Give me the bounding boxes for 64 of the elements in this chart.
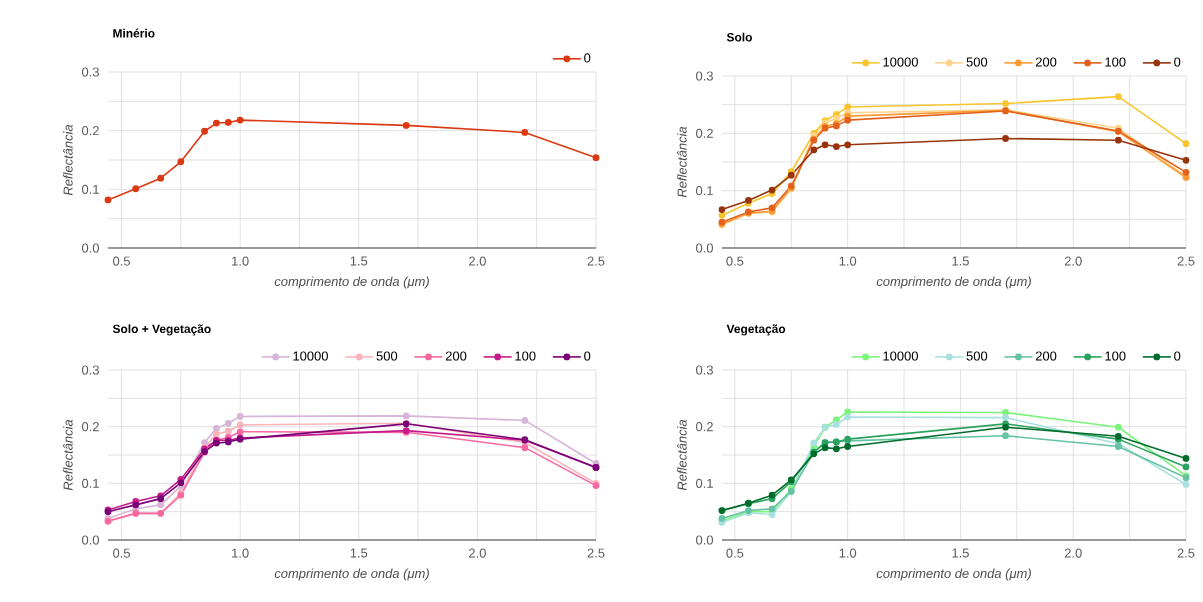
legend-label: 500 xyxy=(376,351,398,361)
x-tick-label: 2.5 xyxy=(587,256,605,266)
chart-title: Vegetação xyxy=(726,324,786,336)
x-tick-label: 2.5 xyxy=(587,548,605,558)
x-tick-label: 0.5 xyxy=(113,256,130,266)
x-axis-title: comprimento de onda (μm) xyxy=(876,276,1031,289)
y-tick-label: 0.0 xyxy=(696,535,714,545)
legend-label: 0 xyxy=(584,351,591,361)
y-tick-label: 0.3 xyxy=(82,67,99,77)
x-tick-label: 1.5 xyxy=(952,256,969,266)
legend-label: 100 xyxy=(1105,57,1126,67)
chart-title: Minério xyxy=(113,28,155,38)
x-tick-label: 2.5 xyxy=(1177,256,1195,266)
y-tick-label: 0.2 xyxy=(696,128,713,138)
y-axis-title: Reflectância xyxy=(63,419,73,491)
x-tick-label: 1.0 xyxy=(839,548,857,558)
x-tick-label: 2.5 xyxy=(1177,548,1195,558)
y-tick-label: 0.0 xyxy=(82,535,99,545)
legend-label: 500 xyxy=(966,57,988,67)
y-tick-label: 0.1 xyxy=(696,478,713,488)
x-axis-title: comprimento de onda (μm) xyxy=(274,276,429,289)
legend-label: 200 xyxy=(445,351,467,361)
legend-label: 100 xyxy=(1105,351,1126,361)
x-tick-label: 0.5 xyxy=(113,548,130,558)
legend-label: 0 xyxy=(1174,57,1181,67)
legend-label: 100 xyxy=(515,351,536,361)
y-tick-label: 0.3 xyxy=(82,365,99,375)
legend-label: 0 xyxy=(584,53,591,63)
y-axis-title: Reflectância xyxy=(677,419,687,491)
y-tick-label: 0.1 xyxy=(82,184,99,194)
legend-label: 10000 xyxy=(293,351,328,361)
legend-label: 200 xyxy=(1035,351,1057,361)
legend-label: 200 xyxy=(1035,57,1057,67)
x-axis-title: comprimento de onda (μm) xyxy=(876,568,1031,581)
x-tick-label: 1.0 xyxy=(839,256,857,266)
y-tick-label: 0.3 xyxy=(696,71,713,81)
y-tick-label: 0.2 xyxy=(82,126,99,136)
legend-label: 0 xyxy=(1174,351,1181,361)
x-tick-label: 1.5 xyxy=(350,256,368,266)
legend-label: 10000 xyxy=(883,57,918,67)
legend-label: 10000 xyxy=(883,351,918,361)
y-tick-label: 0.2 xyxy=(82,422,99,432)
y-tick-label: 0.1 xyxy=(82,478,99,488)
x-tick-label: 2.0 xyxy=(469,548,486,558)
x-tick-label: 1.5 xyxy=(350,548,368,558)
y-axis-title: Reflectância xyxy=(63,124,73,196)
y-tick-label: 0.0 xyxy=(82,243,99,253)
y-tick-label: 0.1 xyxy=(696,186,713,196)
x-axis-title: comprimento de onda (μm) xyxy=(274,568,429,581)
chart-title: Solo + Vegetação xyxy=(112,324,211,336)
x-tick-label: 2.0 xyxy=(1064,256,1082,266)
x-tick-label: 0.5 xyxy=(726,548,744,558)
y-tick-label: 0.2 xyxy=(696,422,713,432)
y-axis-title: Reflectância xyxy=(677,126,687,198)
x-tick-label: 0.5 xyxy=(726,256,744,266)
y-tick-label: 0.0 xyxy=(696,243,714,253)
x-tick-label: 1.0 xyxy=(232,256,249,266)
y-tick-label: 0.3 xyxy=(696,365,713,375)
legend-label: 500 xyxy=(966,351,988,361)
x-tick-label: 1.5 xyxy=(952,548,969,558)
x-tick-label: 2.0 xyxy=(1064,548,1082,558)
x-tick-label: 2.0 xyxy=(469,256,486,266)
x-tick-label: 1.0 xyxy=(232,548,249,558)
chart-title: Solo xyxy=(726,32,752,42)
